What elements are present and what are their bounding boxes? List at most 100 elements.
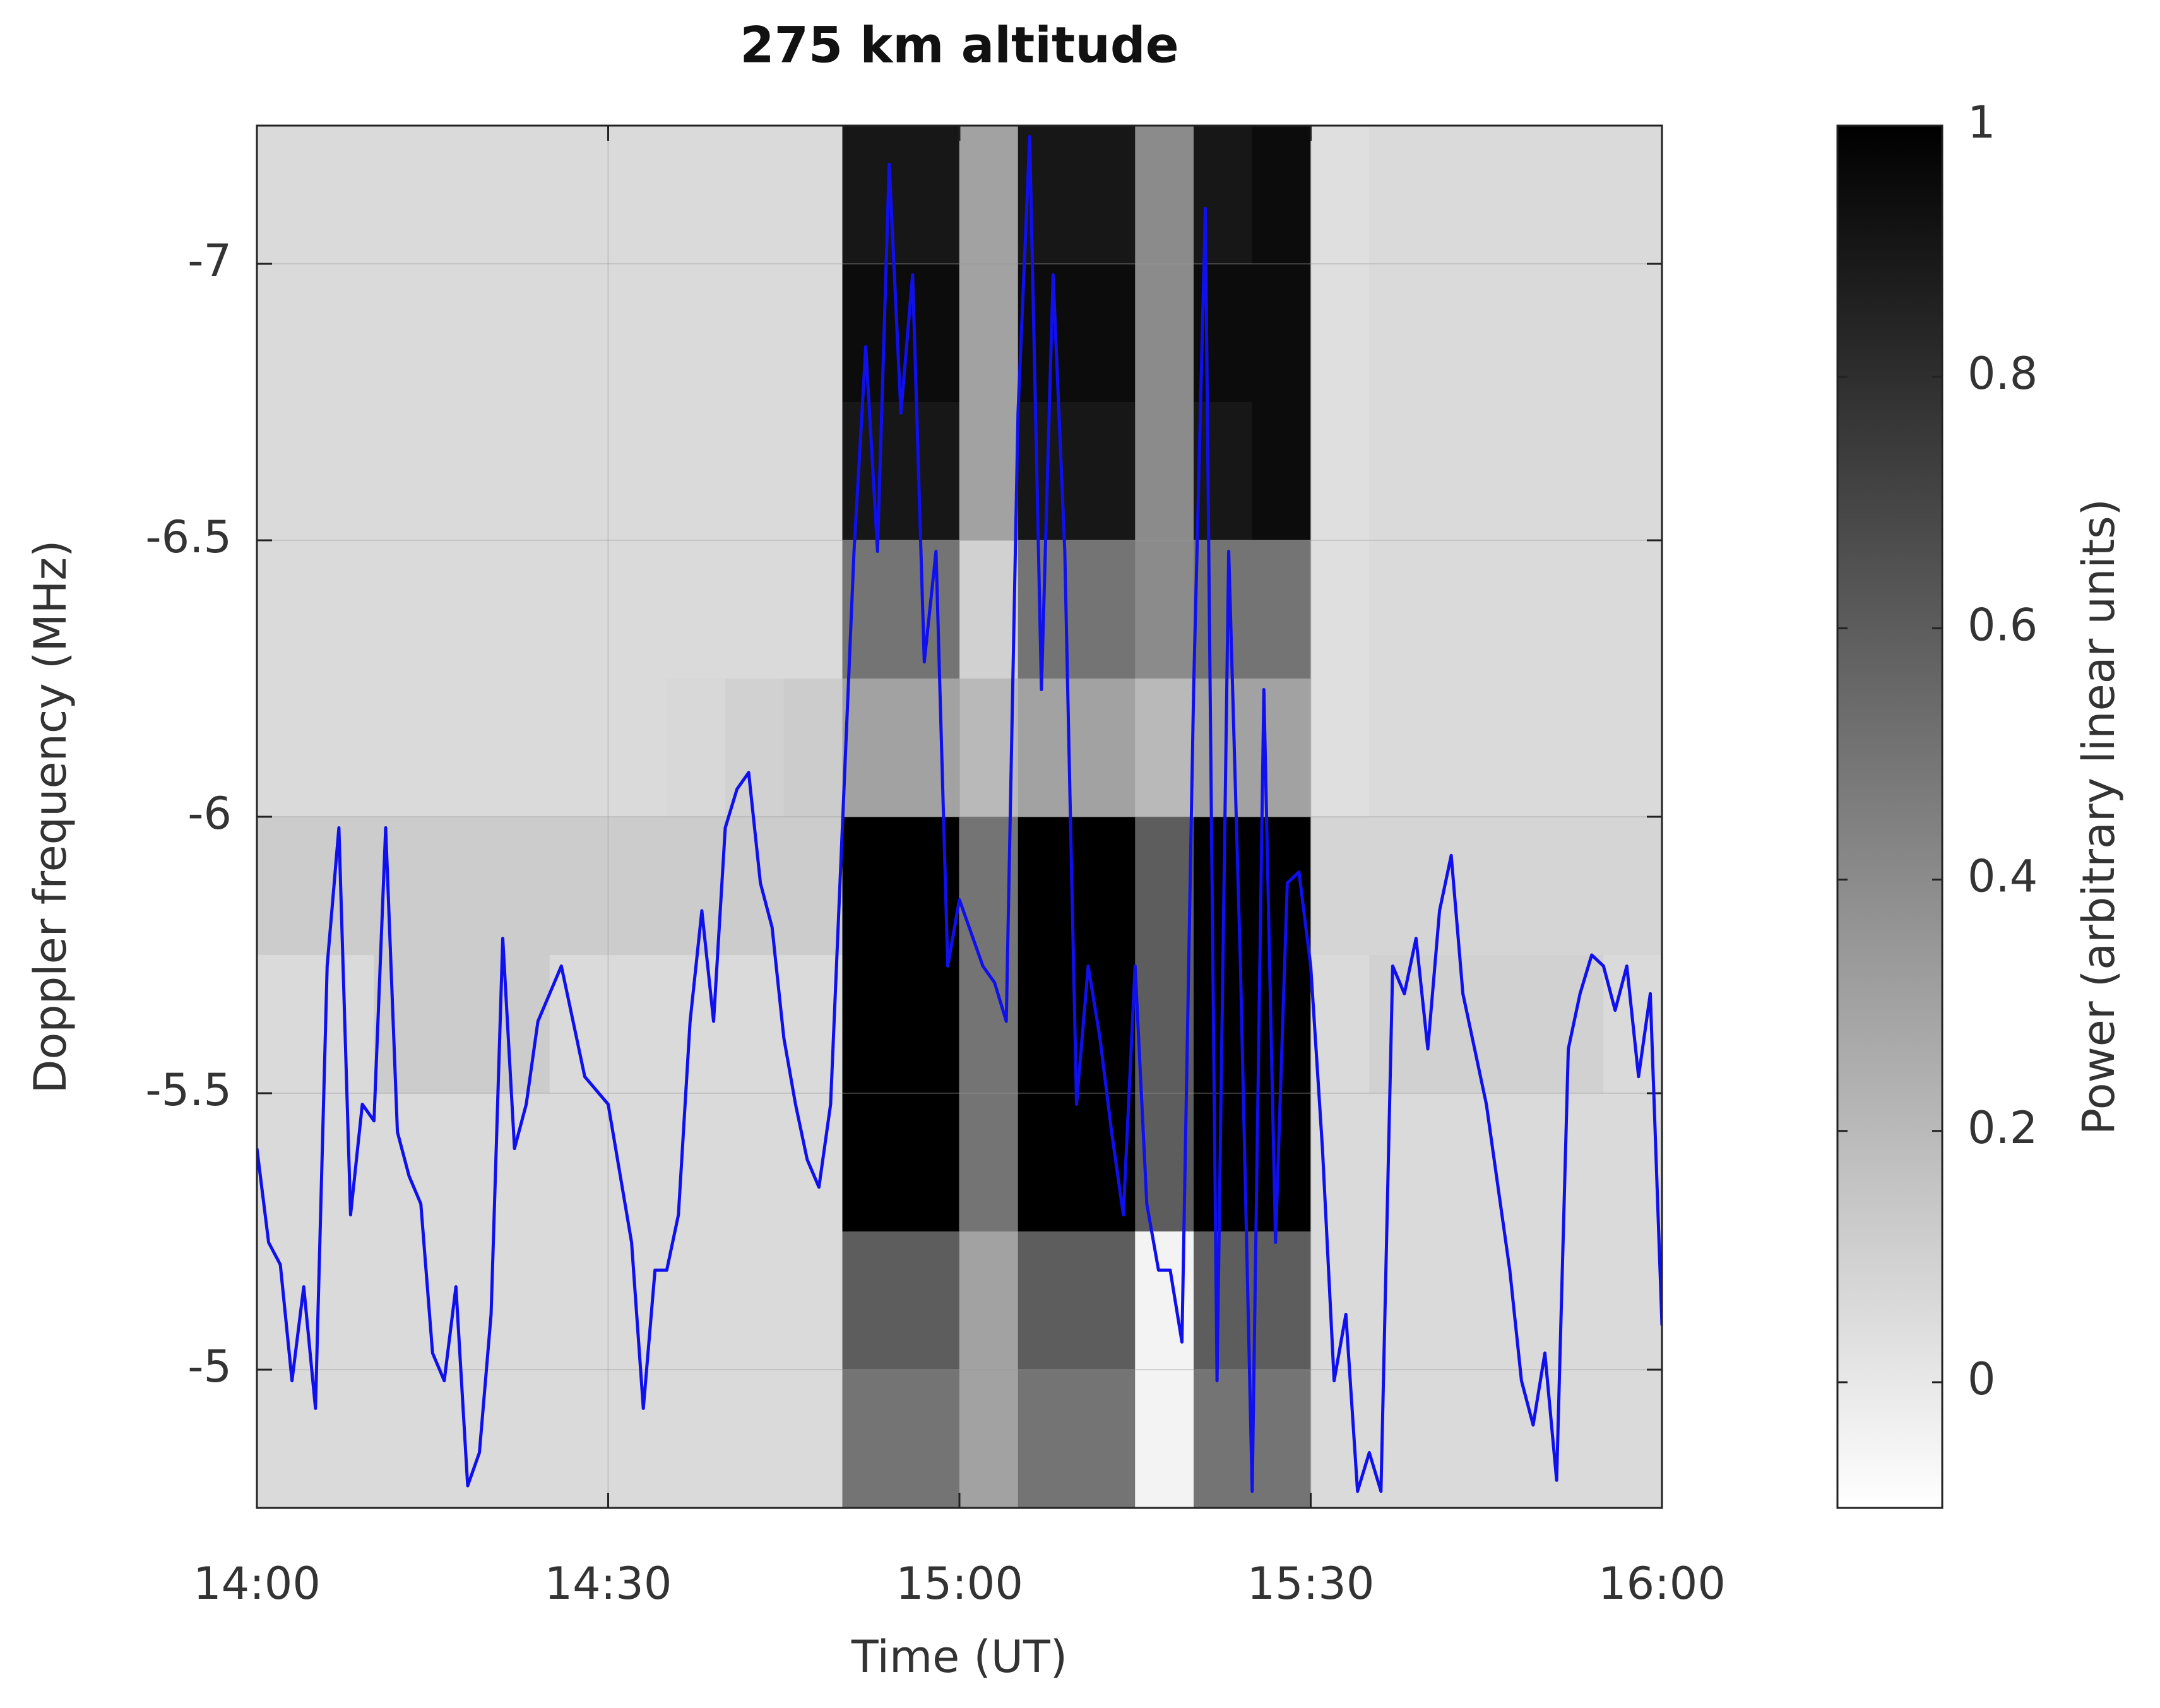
heatmap-cell	[1369, 1370, 1428, 1508]
heatmap-cell	[783, 264, 843, 403]
heatmap-cell	[1603, 1231, 1662, 1370]
heatmap-cell	[257, 1370, 316, 1508]
heatmap-cell	[1076, 955, 1136, 1094]
heatmap-cell	[315, 540, 374, 679]
heatmap-cell	[432, 540, 492, 679]
heatmap-cell	[1369, 264, 1428, 403]
y-tick-label: -5.5	[145, 1064, 232, 1116]
heatmap-cell	[725, 264, 785, 403]
y-tick-label: -7	[187, 235, 232, 287]
heatmap-cell	[1545, 1231, 1604, 1370]
heatmap-cell	[959, 402, 1019, 541]
heatmap-cell	[608, 817, 667, 956]
heatmap-cell	[1545, 1093, 1604, 1232]
heatmap-cell	[1486, 817, 1545, 956]
heatmap-cell	[901, 402, 960, 541]
heatmap-cell	[901, 1093, 960, 1232]
heatmap-cell	[374, 1370, 433, 1508]
heatmap-cell	[1428, 264, 1487, 403]
heatmap-cell	[1369, 679, 1428, 817]
heatmap-cell	[608, 955, 667, 1094]
heatmap-cell	[901, 817, 960, 956]
heatmap-cell	[783, 679, 843, 817]
x-tick-label: 14:30	[545, 1558, 672, 1610]
colorbar-tick-label: 0	[1967, 1353, 1996, 1405]
heatmap-cell	[608, 679, 667, 817]
heatmap-cell	[491, 1231, 550, 1370]
heatmap-cell	[432, 955, 492, 1094]
heatmap-cell	[1310, 955, 1370, 1094]
heatmap-cell	[667, 1231, 726, 1370]
heatmap-cell	[315, 402, 374, 541]
heatmap-cell	[667, 126, 726, 264]
heatmap-cell	[1428, 955, 1487, 1094]
heatmap-cell	[1310, 402, 1370, 541]
heatmap-cell	[959, 1370, 1019, 1508]
y-tick-label: -6.5	[145, 511, 232, 563]
heatmap-cell	[1076, 817, 1136, 956]
heatmap-cell	[608, 264, 667, 403]
heatmap-cell	[491, 817, 550, 956]
heatmap-cell	[1428, 540, 1487, 679]
heatmap-cell	[1018, 817, 1077, 956]
y-tick-label: -6	[187, 788, 232, 839]
heatmap-cell	[549, 817, 608, 956]
heatmap-cell	[257, 679, 316, 817]
heatmap-cell	[1603, 817, 1662, 956]
heatmap-cell	[374, 1093, 433, 1232]
heatmap-cell	[315, 126, 374, 264]
heatmap-cell	[374, 402, 433, 541]
heatmap-cell	[725, 1231, 785, 1370]
x-tick-label: 15:00	[896, 1558, 1023, 1610]
heatmap-cell	[1135, 1370, 1194, 1508]
heatmap-cell	[1135, 817, 1194, 956]
heatmap-cell	[1428, 1093, 1487, 1232]
heatmap-cell	[1369, 817, 1428, 956]
heatmap-cell	[1545, 817, 1604, 956]
heatmap-cell	[783, 402, 843, 541]
heatmap-cell	[491, 1093, 550, 1232]
heatmap-cell	[783, 1370, 843, 1508]
heatmap-cell	[842, 955, 901, 1094]
heatmap-cell	[667, 1370, 726, 1508]
heatmap-cell	[491, 402, 550, 541]
heatmap-cell	[783, 126, 843, 264]
heatmap-cell	[1603, 126, 1662, 264]
heatmap-cell	[667, 264, 726, 403]
heatmap-cell	[1486, 955, 1545, 1094]
plot-frame	[256, 124, 1663, 1509]
heatmap-cell	[1369, 126, 1428, 264]
heatmap-cell	[1310, 264, 1370, 403]
heatmap-cell	[725, 540, 785, 679]
heatmap-cell	[1252, 126, 1311, 264]
heatmap-cell	[1076, 540, 1136, 679]
heatmap-cell	[549, 955, 608, 1094]
heatmap-cell	[1252, 1093, 1311, 1232]
heatmap-cell	[783, 540, 843, 679]
heatmap-cell	[432, 1231, 492, 1370]
heatmap-cell	[1428, 1231, 1487, 1370]
heatmap-cell	[1486, 1231, 1545, 1370]
colorbar-tick-label: 0.4	[1967, 851, 2038, 903]
heatmap-cell	[901, 126, 960, 264]
colorbar-tick-label: 1	[1967, 97, 1996, 148]
heatmap-cell	[667, 679, 726, 817]
heatmap-cell	[1603, 679, 1662, 817]
colorbar	[1836, 124, 1943, 1509]
heatmap-cell	[783, 817, 843, 956]
heatmap-cell	[1135, 402, 1194, 541]
heatmap-cell	[901, 264, 960, 403]
heatmap-cell	[959, 126, 1019, 264]
heatmap-cell	[1194, 126, 1253, 264]
heatmap-cell	[1486, 264, 1545, 403]
heatmap-cell	[257, 1231, 316, 1370]
heatmap-cell	[959, 679, 1019, 817]
heatmap-cell	[1603, 1093, 1662, 1232]
heatmap-cell	[1076, 126, 1136, 264]
heatmap-cell	[1076, 679, 1136, 817]
heatmap-cell	[1310, 679, 1370, 817]
heatmap-cell	[842, 1093, 901, 1232]
colorbar-tick-label: 0.8	[1967, 348, 2038, 400]
heatmap-cell	[549, 540, 608, 679]
